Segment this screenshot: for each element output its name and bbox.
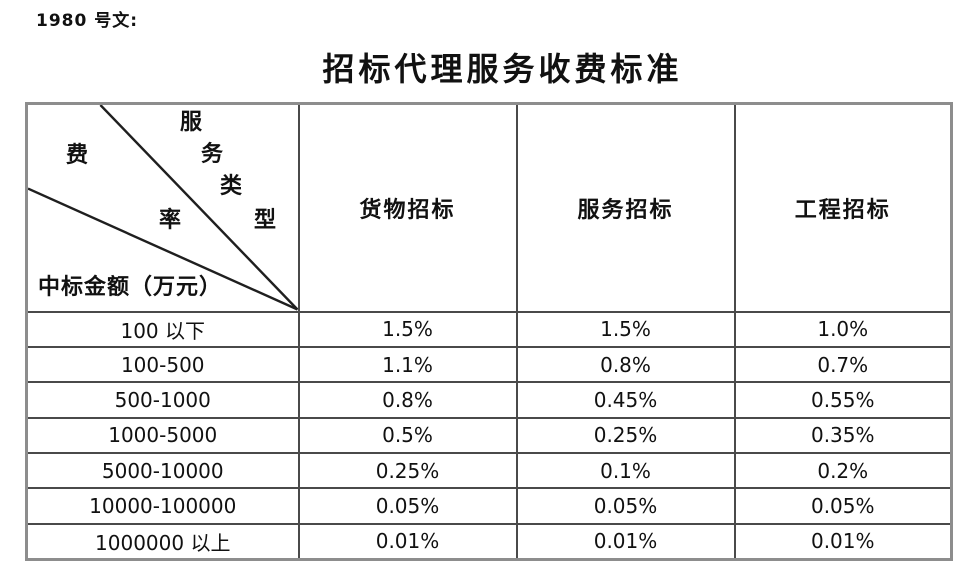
rate-cell: 0.35% bbox=[733, 416, 953, 455]
table-row: 100 以下 1.5% 1.5% 1.0% bbox=[25, 310, 953, 348]
rate-cell: 0.55% bbox=[733, 381, 953, 419]
diagonal-line-upper bbox=[99, 105, 297, 310]
row-label: 5000-10000 bbox=[25, 452, 300, 490]
diagonal-lines bbox=[28, 105, 297, 310]
column-header-goods: 货物招标 bbox=[297, 102, 518, 313]
table-corner-cell: 服 务 类 型 费 率 中标金额（万元） bbox=[25, 102, 300, 313]
rate-cell: 0.05% bbox=[733, 487, 953, 525]
rate-cell: 0.1% bbox=[515, 452, 736, 490]
table-row: 500-1000 0.8% 0.45% 0.55% bbox=[25, 381, 953, 419]
diagonal-line-lower bbox=[28, 187, 297, 310]
corner-label-service-type-char: 型 bbox=[254, 207, 277, 233]
doc-ref: 1980 号文: bbox=[36, 11, 139, 31]
row-label: 500-1000 bbox=[25, 381, 300, 419]
row-label: 10000-100000 bbox=[25, 487, 300, 525]
rate-cell: 1.1% bbox=[297, 345, 518, 384]
rate-cell: 1.5% bbox=[297, 310, 518, 348]
rate-cell: 1.5% bbox=[515, 310, 736, 348]
page-title: 招标代理服务收费标准 bbox=[322, 50, 683, 88]
rate-cell: 0.05% bbox=[297, 487, 518, 525]
table-row: 1000000 以上 0.01% 0.01% 0.01% bbox=[25, 522, 953, 561]
corner-label-service-type-char: 服 bbox=[180, 109, 203, 135]
rate-cell: 0.7% bbox=[733, 345, 953, 384]
corner-label-service-type-char: 类 bbox=[220, 173, 243, 199]
corner-label-rate-char: 率 bbox=[159, 207, 182, 233]
table-header-row: 服 务 类 型 费 率 中标金额（万元） 货物招标 服务招标 工程招标 bbox=[25, 102, 953, 313]
table-row: 1000-5000 0.5% 0.25% 0.35% bbox=[25, 416, 953, 455]
row-label: 100 以下 bbox=[25, 310, 300, 348]
corner-label-rate-char: 费 bbox=[66, 142, 89, 168]
corner-label-service-type-char: 务 bbox=[201, 141, 224, 167]
rate-cell: 0.8% bbox=[515, 345, 736, 384]
rate-cell: 0.25% bbox=[297, 452, 518, 490]
table-row: 100-500 1.1% 0.8% 0.7% bbox=[25, 345, 953, 384]
row-label: 1000000 以上 bbox=[25, 522, 300, 561]
rate-cell: 0.5% bbox=[297, 416, 518, 455]
rate-cell: 0.05% bbox=[515, 487, 736, 525]
column-header-services: 服务招标 bbox=[515, 102, 736, 313]
row-label: 1000-5000 bbox=[25, 416, 300, 455]
rate-cell: 0.01% bbox=[515, 522, 736, 561]
rate-cell: 1.0% bbox=[733, 310, 953, 348]
table-row: 5000-10000 0.25% 0.1% 0.2% bbox=[25, 452, 953, 490]
column-header-works: 工程招标 bbox=[733, 102, 953, 313]
corner-diagonal-area: 服 务 类 型 费 率 中标金额（万元） bbox=[28, 105, 297, 310]
corner-label-amount: 中标金额（万元） bbox=[38, 274, 223, 300]
rate-cell: 0.01% bbox=[733, 522, 953, 561]
table-row: 10000-100000 0.05% 0.05% 0.05% bbox=[25, 487, 953, 525]
rate-cell: 0.25% bbox=[515, 416, 736, 455]
rate-cell: 0.2% bbox=[733, 452, 953, 490]
rate-cell: 0.45% bbox=[515, 381, 736, 419]
fee-table: 服 务 类 型 费 率 中标金额（万元） 货物招标 服务招标 工程招标 100 … bbox=[25, 102, 953, 561]
row-label: 100-500 bbox=[25, 345, 300, 384]
rate-cell: 0.8% bbox=[297, 381, 518, 419]
rate-cell: 0.01% bbox=[297, 522, 518, 561]
